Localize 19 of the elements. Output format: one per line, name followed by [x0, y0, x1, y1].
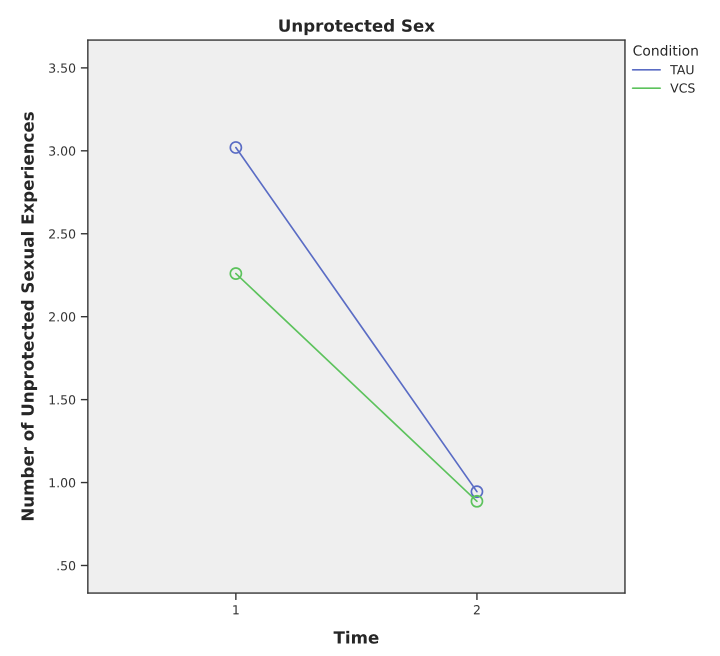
y-tick-label: 3.50 — [49, 63, 76, 73]
chart-title: Unprotected Sex — [279, 19, 435, 36]
x-tick-label: 2 — [474, 605, 480, 614]
legend-label: VCS — [670, 83, 695, 93]
point — [470, 485, 484, 498]
y-tick-label: .50 — [57, 560, 76, 570]
y-axis-title: Number of Unprotected Sexual Experiences — [20, 112, 38, 520]
y-tick-label: 2.50 — [49, 229, 76, 239]
y-tick-label: 1.00 — [50, 478, 76, 488]
y-tick-label: 1.50 — [50, 395, 76, 405]
y-tick-label: 2.00 — [49, 312, 76, 322]
point — [470, 494, 484, 508]
x-tick-label: 1 — [233, 605, 239, 614]
legend-title: Condition — [633, 45, 698, 56]
y-tick-label: 3.00 — [49, 146, 76, 156]
point — [229, 267, 242, 280]
x-axis-title: Time — [334, 630, 378, 644]
point — [229, 141, 242, 154]
legend-label: TAU — [670, 65, 694, 74]
